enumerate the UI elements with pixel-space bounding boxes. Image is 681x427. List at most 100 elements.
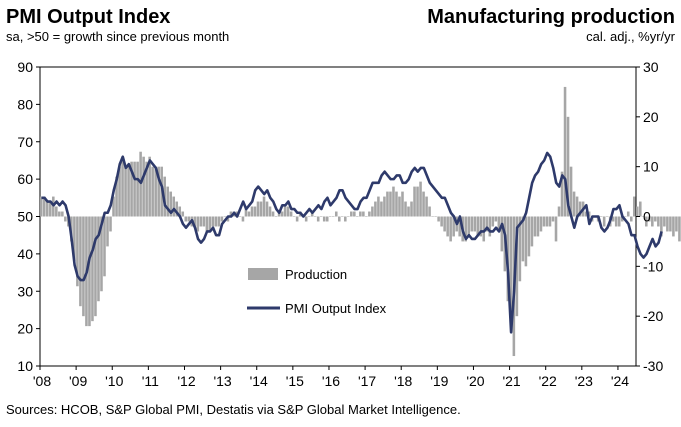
- x-axis-tick-label: '18: [394, 373, 412, 389]
- production-bar: [617, 216, 621, 227]
- left-axis-tick-label: 40: [17, 246, 33, 262]
- production-bar: [166, 186, 169, 217]
- production-bar: [325, 216, 329, 222]
- production-bar: [100, 216, 103, 292]
- production-bar: [648, 216, 651, 222]
- production-bar: [46, 201, 49, 217]
- production-bar: [73, 216, 76, 262]
- left-axis-tick-label: 30: [17, 283, 33, 299]
- production-bar: [184, 216, 188, 222]
- production-bar: [542, 216, 546, 227]
- production-bar: [669, 216, 672, 232]
- production-bar: [578, 201, 582, 217]
- x-axis-tick-label: '12: [177, 373, 195, 389]
- left-title-block: PMI Output Index sa, >50 = growth since …: [6, 5, 229, 45]
- production-bar: [193, 216, 197, 227]
- production-bar: [172, 196, 175, 217]
- production-bar: [58, 211, 61, 217]
- production-bar: [494, 216, 498, 222]
- production-bar: [623, 216, 627, 217]
- production-bar: [341, 216, 344, 217]
- production-bar: [274, 216, 278, 217]
- production-bar: [55, 206, 58, 217]
- x-axis-tick-label: '09: [69, 373, 87, 389]
- production-bar: [103, 216, 106, 277]
- production-bar: [419, 181, 422, 217]
- production-bar: [377, 196, 380, 217]
- production-bar: [458, 216, 461, 237]
- pmi-output-line: [41, 151, 663, 334]
- production-bar: [347, 216, 350, 217]
- production-bar: [91, 216, 94, 322]
- left-axis-tick-label: 10: [17, 358, 33, 374]
- production-bar: [356, 216, 359, 217]
- production-bar: [148, 156, 151, 217]
- production-bar: [533, 216, 537, 237]
- production-bar: [666, 216, 669, 232]
- production-bar: [515, 216, 519, 317]
- production-bar: [530, 216, 534, 247]
- production-bar: [262, 196, 266, 217]
- production-bar: [313, 216, 317, 217]
- production-bar: [524, 216, 528, 267]
- production-bar: [259, 201, 263, 217]
- production-bar: [133, 161, 136, 217]
- production-bar: [344, 216, 347, 222]
- production-bar: [536, 216, 540, 237]
- production-bar: [362, 211, 365, 217]
- production-bar: [663, 216, 666, 227]
- production-bar: [482, 216, 486, 242]
- x-axis-tick-label: '21: [502, 373, 520, 389]
- x-axis-tick-label: '15: [286, 373, 304, 389]
- production-bar: [283, 206, 287, 217]
- x-axis-tick-label: '20: [466, 373, 484, 389]
- production-bar: [437, 216, 440, 222]
- production-bar: [636, 206, 639, 217]
- production-bar: [271, 211, 275, 217]
- production-bar: [642, 216, 645, 217]
- production-bar: [307, 216, 311, 217]
- production-bar: [253, 206, 257, 217]
- production-bar: [64, 216, 67, 222]
- x-axis-tick-label: '08: [33, 373, 51, 389]
- production-bar: [563, 86, 567, 217]
- production-bar: [43, 196, 46, 217]
- production-bar: [82, 216, 85, 317]
- production-bar: [328, 216, 332, 217]
- production-bar: [331, 216, 335, 217]
- x-axis-tick-label: '11: [142, 373, 159, 389]
- production-bar: [319, 216, 323, 217]
- production-bar: [247, 211, 251, 217]
- production-bar: [322, 216, 326, 222]
- production-bar: [304, 216, 308, 222]
- production-bar: [154, 166, 157, 217]
- production-bar: [250, 206, 254, 217]
- production-bar: [657, 216, 660, 227]
- x-axis-tick-label: '19: [430, 373, 448, 389]
- production-bar: [410, 201, 413, 217]
- production-bar: [560, 171, 564, 217]
- left-axis-tick-label: 70: [17, 134, 33, 150]
- production-bar: [614, 216, 618, 227]
- production-bar: [599, 216, 603, 217]
- production-bar: [268, 206, 272, 217]
- production-bar: [464, 216, 467, 242]
- x-axis-tick-label: '23: [575, 373, 593, 389]
- production-bar: [557, 206, 561, 217]
- production-bar: [449, 216, 452, 242]
- production-bar: [350, 211, 353, 217]
- production-bar: [548, 216, 552, 227]
- production-bar: [256, 201, 260, 217]
- production-bar: [199, 216, 203, 227]
- left-axis-tick-label: 50: [17, 209, 33, 225]
- production-bar: [211, 216, 215, 227]
- production-bar: [109, 216, 112, 232]
- production-bar: [265, 201, 269, 217]
- production-bar: [551, 216, 555, 222]
- production-bar: [220, 216, 224, 222]
- production-bar: [371, 206, 374, 217]
- production-bar: [398, 196, 401, 217]
- production-bar: [584, 211, 588, 217]
- right-axis-tick-label: -20: [643, 308, 663, 324]
- left-axis-tick-label: 90: [17, 59, 33, 75]
